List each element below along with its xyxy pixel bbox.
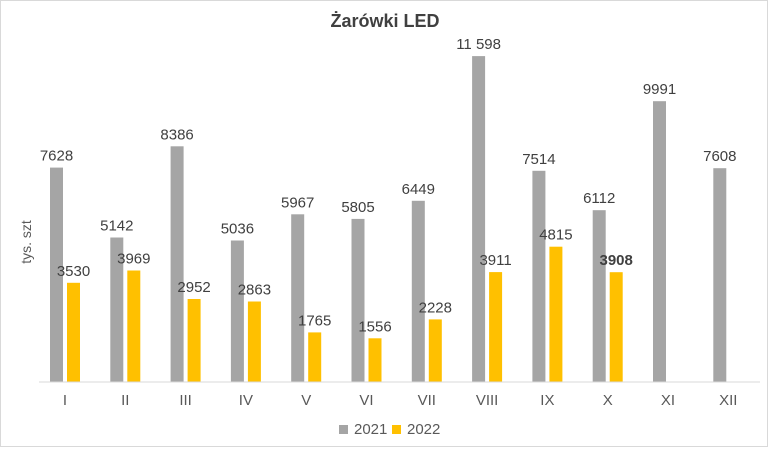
data-label-2022-i: 3530	[57, 263, 90, 280]
legend-swatch-2021	[339, 425, 348, 434]
bar-2021-ix	[532, 170, 546, 382]
x-tick-label-viii: VIII	[476, 392, 499, 409]
bar-2022-x	[609, 272, 623, 382]
data-label-2021-iv: 5036	[221, 220, 254, 237]
data-label-2021-v: 5967	[281, 194, 314, 211]
bar-2021-ii	[110, 237, 124, 382]
bar-2021-v	[291, 214, 305, 382]
data-label-2021-ii: 5142	[100, 217, 133, 234]
legend: 2021 2022	[339, 421, 440, 438]
bar-2021-xii	[713, 168, 727, 382]
bar-2021-viii	[472, 56, 486, 382]
bar-2021-iii	[170, 146, 184, 382]
bar-2021-vii	[411, 200, 425, 382]
x-tick-label-x: X	[603, 392, 613, 409]
data-label-2022-vi: 1556	[358, 318, 391, 335]
data-label-2022-iii: 2952	[177, 279, 210, 296]
data-label-2021-xi: 9991	[643, 81, 676, 98]
y-axis-label: tys. szt	[18, 220, 34, 264]
bar-2022-ix	[549, 246, 563, 382]
bars-group	[50, 56, 727, 382]
data-label-2022-v: 1765	[298, 312, 331, 329]
data-label-2021-x: 6112	[583, 190, 615, 207]
bar-2022-iii	[187, 299, 201, 382]
bar-2022-ii	[127, 270, 141, 382]
bar-2022-viii	[489, 272, 503, 382]
x-tick-label-xii: XII	[719, 392, 737, 409]
bar-2021-i	[50, 167, 63, 382]
legend-label-2021: 2021	[354, 421, 387, 438]
data-label-2021-viii: 11 598	[456, 36, 501, 53]
data-label-2022-ix: 4815	[539, 227, 572, 244]
x-tick-label-vii: VII	[418, 392, 436, 409]
bar-2021-xi	[653, 101, 666, 382]
x-tick-label-i: I	[63, 392, 67, 409]
x-tick-label-iii: III	[179, 392, 192, 409]
data-label-2022-viii: 3911	[479, 252, 511, 269]
data-label-2021-vii: 6449	[402, 181, 435, 198]
x-tick-label-xi: XI	[661, 392, 675, 409]
bar-2022-vii	[428, 319, 442, 382]
bar-2022-i	[67, 282, 80, 382]
data-label-2021-ix: 7514	[522, 151, 555, 168]
data-label-2021-vi: 5805	[341, 199, 374, 216]
data-label-2022-x: 3908	[600, 252, 633, 269]
legend-swatch-2022	[392, 425, 401, 434]
data-label-2022-iv: 2863	[238, 282, 271, 299]
bar-2022-vi	[368, 338, 382, 382]
x-tick-label-ix: IX	[540, 392, 554, 409]
x-tick-labels-group: I II III IV V VI VII VIII IX X XI XII	[63, 392, 738, 409]
data-label-2022-vii: 2228	[419, 299, 452, 316]
data-label-2022-ii: 3969	[117, 250, 150, 267]
data-label-2021-i: 7628	[40, 148, 73, 165]
legend-label-2022: 2022	[407, 421, 440, 438]
x-tick-label-ii: II	[121, 392, 129, 409]
bar-2022-v	[308, 332, 322, 382]
chart-title: Żarówki LED	[330, 11, 439, 31]
data-labels-group: 7628 3530 5142 3969 8386 2952 5036 2863 5967 1765…	[40, 36, 737, 335]
bar-2021-iv	[230, 240, 244, 382]
x-tick-label-iv: IV	[239, 392, 253, 409]
bar-2021-x	[592, 210, 606, 382]
bar-2022-iv	[247, 301, 261, 382]
data-label-2021-iii: 8386	[160, 126, 193, 143]
x-tick-label-v: V	[301, 392, 311, 409]
bar-2021-vi	[351, 218, 365, 382]
x-tick-label-vi: VI	[359, 392, 373, 409]
data-label-2021-xii: 7608	[703, 148, 736, 165]
